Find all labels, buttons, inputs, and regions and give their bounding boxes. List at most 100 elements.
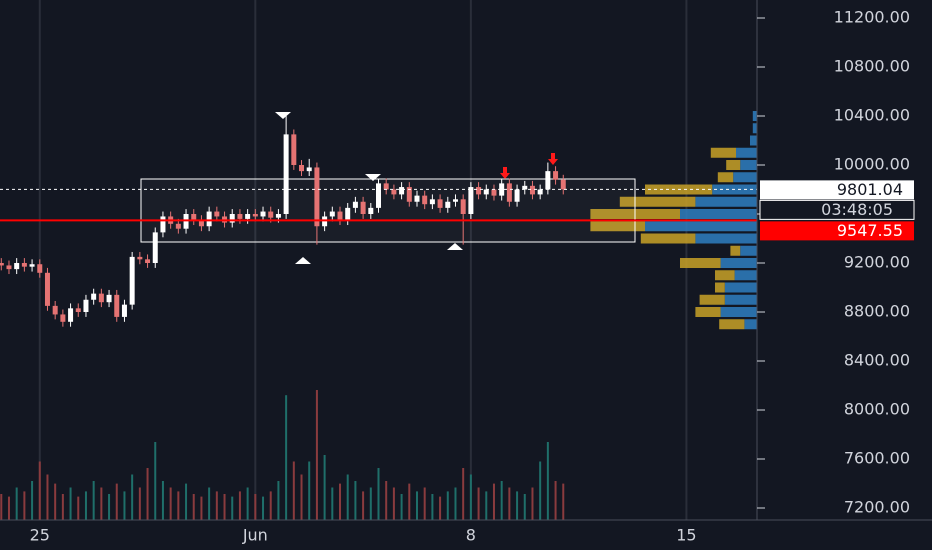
- volume-bar: [246, 487, 249, 520]
- profile-up: [752, 123, 757, 134]
- profile-down: [717, 172, 734, 183]
- candle-body: [391, 189, 397, 195]
- candle-body: [114, 294, 120, 317]
- level-label: 9547.55: [837, 221, 903, 240]
- profile-down: [726, 160, 741, 171]
- volume-bar: [523, 494, 526, 520]
- profile-up: [695, 196, 757, 207]
- volume-bar: [254, 494, 257, 520]
- axes: 25 Jun 8 15 7200.00 7600.00 8000.00 8400.00 8800…: [30, 8, 915, 545]
- volume-bar: [108, 494, 111, 520]
- candle-body: [299, 165, 305, 172]
- volume-bar: [323, 455, 326, 520]
- candle-body: [545, 171, 551, 190]
- volume-bar: [392, 487, 395, 520]
- candle-body: [291, 134, 297, 166]
- candle-body: [483, 189, 489, 195]
- volume-bar: [269, 491, 272, 520]
- volume-bar: [362, 491, 365, 520]
- profile-down: [719, 319, 745, 330]
- candle-body: [191, 214, 197, 221]
- candle-body: [414, 195, 420, 202]
- candle-body: [537, 189, 543, 195]
- profile-up: [720, 307, 757, 317]
- candle-body: [68, 308, 74, 322]
- profile-down: [699, 294, 725, 305]
- signal-arrow: [500, 167, 510, 179]
- low-marker: [447, 243, 463, 250]
- volume-bar: [339, 483, 342, 520]
- volume-bar: [23, 491, 26, 520]
- level-box: [760, 221, 914, 241]
- candle-body: [268, 211, 274, 218]
- candle-body: [445, 201, 451, 208]
- volume-bar: [100, 487, 103, 520]
- y-tick-label: 7200.00: [844, 497, 910, 516]
- volume-bar: [492, 483, 495, 520]
- volume-bar: [192, 494, 195, 520]
- candle-body: [314, 167, 320, 227]
- volume-bar: [208, 487, 211, 520]
- volume-bar: [200, 496, 203, 520]
- candle-body: [229, 214, 235, 223]
- volume-bar: [15, 487, 18, 520]
- volume-bar: [315, 390, 318, 520]
- volume-bar: [231, 496, 234, 520]
- profile-down: [715, 282, 725, 293]
- high-marker: [275, 112, 291, 119]
- candle-body: [352, 201, 358, 208]
- volume-bar: [0, 494, 3, 520]
- volume-bar: [54, 483, 57, 520]
- profile-up: [744, 319, 757, 330]
- y-tick-label: 10800.00: [834, 57, 910, 76]
- volume-bar: [446, 491, 449, 520]
- last-price-box: [760, 180, 914, 200]
- y-tick-label: 10400.00: [834, 106, 910, 125]
- candle-body: [329, 211, 335, 217]
- volume-bar: [292, 461, 295, 520]
- candle-body: [383, 183, 389, 190]
- candle-body: [245, 214, 251, 219]
- profile-down: [730, 245, 741, 256]
- volume-bar: [161, 481, 164, 520]
- candle-body: [506, 183, 512, 202]
- volume-bar: [38, 461, 41, 520]
- volume-bar: [485, 491, 488, 520]
- candle-body: [6, 265, 12, 270]
- volume-bar: [385, 481, 388, 520]
- x-tick-label: Jun: [242, 526, 268, 545]
- profile-up: [724, 294, 757, 305]
- volume-bar: [346, 474, 349, 520]
- candle-body: [60, 314, 66, 322]
- candle-body: [406, 187, 412, 202]
- volume-bar: [223, 494, 226, 520]
- candle-body: [129, 256, 135, 305]
- profile-up: [695, 233, 757, 244]
- candle-body: [237, 214, 243, 219]
- volume-bar: [154, 442, 157, 520]
- profile-down: [695, 307, 721, 317]
- volume-bar: [354, 481, 357, 520]
- signal-arrow: [548, 153, 558, 165]
- countdown-label: 03:48:05: [821, 200, 893, 219]
- y-tick-label: 10000.00: [834, 155, 910, 174]
- profile-down: [590, 221, 645, 232]
- candle-body: [198, 220, 204, 227]
- last-price-label: 9801.04: [837, 180, 903, 199]
- candle-body: [437, 199, 443, 208]
- volume-bar: [115, 483, 118, 520]
- volume-bar: [77, 496, 80, 520]
- candle-body: [29, 264, 35, 267]
- candle-body: [460, 199, 466, 215]
- candle-body: [499, 183, 505, 196]
- volume-bar: [185, 483, 188, 520]
- volume-bar: [415, 491, 418, 520]
- profile-up: [680, 209, 757, 220]
- range-box: [140, 178, 636, 243]
- y-tick-label: 7600.00: [844, 448, 910, 467]
- volume-bar: [69, 487, 72, 520]
- volume-bar: [477, 487, 480, 520]
- candle-body: [206, 211, 212, 227]
- candle-body: [37, 264, 43, 273]
- volume-bar: [369, 487, 372, 520]
